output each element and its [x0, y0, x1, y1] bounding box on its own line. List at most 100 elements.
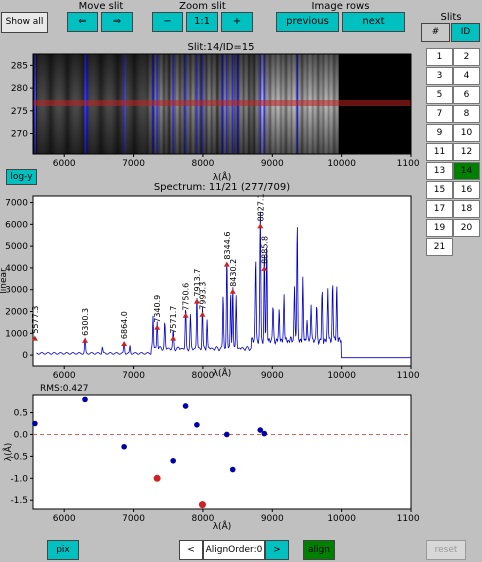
- residual-xtick-label: 7000: [122, 514, 145, 524]
- slit-item-8[interactable]: 8: [453, 105, 480, 123]
- residual-point: [229, 466, 236, 473]
- spectrum-ytick-label: 1000: [5, 329, 28, 339]
- residual-ytick-label: -0.5: [10, 452, 28, 462]
- residual-point: [261, 430, 268, 437]
- residual-point: [257, 427, 264, 433]
- residual-ytick-label: 0.0: [14, 430, 29, 440]
- pix-button[interactable]: pix: [47, 540, 79, 560]
- reset-button[interactable]: reset: [426, 540, 466, 560]
- align-order-field[interactable]: AlignOrder:0: [203, 540, 265, 560]
- line-marker: [154, 324, 161, 330]
- slit-item-21[interactable]: 21: [426, 238, 453, 256]
- slit-item-13[interactable]: 13: [426, 162, 453, 180]
- image-ytick-label: 280: [11, 84, 28, 94]
- image-border: [32, 53, 412, 155]
- residual-ylabel: λ(Å): [2, 443, 14, 462]
- slit-item-2[interactable]: 2: [453, 48, 480, 66]
- line-label: 7750.6: [182, 283, 191, 311]
- spectrum-ylabel: linear: [0, 268, 9, 294]
- residual-xtick-label: 11000: [397, 514, 420, 524]
- slit-item-18[interactable]: 18: [453, 200, 480, 218]
- slit-item-15[interactable]: 15: [426, 181, 453, 199]
- line-label: 5577.3: [31, 306, 40, 334]
- residual-xtick-label: 8000: [191, 514, 214, 524]
- slits-title: Slits: [440, 12, 462, 23]
- log-y-button[interactable]: log-y: [6, 169, 37, 185]
- line-label: 7993.3: [198, 282, 207, 310]
- spectrum-ytick-label: 2000: [5, 308, 28, 318]
- line-marker: [121, 341, 128, 347]
- align-button[interactable]: align: [303, 540, 335, 560]
- residual-point: [223, 431, 230, 438]
- slit-item-10[interactable]: 10: [453, 124, 480, 142]
- line-label: 6300.3: [81, 308, 90, 336]
- rejected-point: [153, 474, 161, 482]
- spectrum-xtick-label: 6000: [53, 371, 76, 378]
- residual-xtick-label: 9000: [261, 514, 284, 524]
- next-button[interactable]: next: [342, 12, 405, 32]
- spectrum-xtick-label: 9000: [261, 371, 284, 378]
- slit-item-9[interactable]: 9: [426, 124, 453, 142]
- slit-item-4[interactable]: 4: [453, 67, 480, 85]
- residual-xlabel: λ(Å): [213, 520, 232, 532]
- slits-sort-id[interactable]: ID: [451, 23, 480, 42]
- zoom-in-button[interactable]: +: [221, 12, 253, 32]
- spectrum-ytick-label: 3000: [5, 286, 28, 296]
- line-marker: [31, 335, 38, 341]
- spectrum-xlabel: λ(Å): [213, 367, 232, 378]
- residual-point: [121, 443, 127, 450]
- image-xtick-label: 7000: [122, 159, 145, 169]
- spectrum-xtick-label: 10000: [327, 371, 356, 378]
- rejected-point: [198, 501, 206, 509]
- spectrum-ytick-label: 7000: [5, 199, 28, 209]
- slit-image-panel: Slit:14/ID=15 285 280 275 270 6000 7000 8000 9…: [11, 42, 420, 182]
- residual-ytick-label: 0.5: [14, 409, 28, 419]
- slit-item-20[interactable]: 20: [453, 219, 480, 237]
- line-marker: [223, 261, 230, 267]
- spectrum-ytick-label: 4000: [5, 264, 28, 274]
- residual-ytick-label: -1.5: [10, 496, 28, 506]
- slit-item-16[interactable]: 16: [453, 181, 480, 199]
- residual-xtick-label: 6000: [53, 514, 76, 524]
- line-label: 8827.1: [256, 193, 265, 221]
- align-order-prev-button[interactable]: <: [179, 540, 203, 560]
- residual-point: [194, 422, 200, 428]
- slit-item-17[interactable]: 17: [426, 200, 453, 218]
- image-ytick-label: 285: [11, 61, 28, 71]
- slit-item-6[interactable]: 6: [453, 86, 480, 104]
- residual-frame: [32, 394, 412, 510]
- spectrum-title: Spectrum: 11/21 (277/709): [154, 182, 290, 193]
- slit-item-19[interactable]: 19: [426, 219, 453, 237]
- slit-item-5[interactable]: 5: [426, 86, 453, 104]
- residual-plot: RMS:0.427 0.5 0.0 -0.5 -1.0 -1.5 6000 7000 800…: [2, 384, 420, 532]
- line-marker: [170, 335, 177, 341]
- slit-item-12[interactable]: 12: [453, 143, 480, 161]
- slit-item-1[interactable]: 1: [426, 48, 453, 66]
- line-marker: [82, 337, 89, 343]
- show-all-button[interactable]: Show all: [1, 12, 48, 33]
- slits-sort-hash[interactable]: #: [421, 23, 450, 42]
- image-xtick-label: 11000: [397, 159, 420, 169]
- line-label: 6864.0: [120, 311, 129, 339]
- image-rows-title: Image rows: [311, 1, 370, 12]
- slit-item-11[interactable]: 11: [426, 143, 453, 161]
- line-marker: [182, 312, 189, 318]
- slit-item-3[interactable]: 3: [426, 67, 453, 85]
- residual-point: [170, 457, 176, 464]
- line-marker: [257, 223, 264, 229]
- zoom-out-button[interactable]: −: [152, 12, 183, 32]
- spectrum-xtick-label: 7000: [122, 371, 145, 378]
- slit-item-7[interactable]: 7: [426, 105, 453, 123]
- line-marker: [199, 311, 206, 317]
- spectrum-plot: Spectrum: 11/21 (277/709) 5577.3 6300.3 68…: [0, 182, 420, 378]
- slit-item-14[interactable]: 14: [453, 162, 480, 180]
- residual-xtick-label: 10000: [327, 514, 356, 524]
- spectrum-ytick-label: 0: [22, 351, 28, 361]
- move-slit-left-button[interactable]: ⇐: [67, 12, 98, 32]
- align-order-next-button[interactable]: >: [265, 540, 289, 560]
- residual-point: [32, 420, 38, 427]
- image-xlabel: λ(Å): [213, 171, 232, 182]
- move-slit-right-button[interactable]: ⇒: [101, 12, 133, 32]
- previous-button[interactable]: previous: [276, 12, 339, 32]
- zoom-reset-button[interactable]: 1:1: [186, 12, 218, 32]
